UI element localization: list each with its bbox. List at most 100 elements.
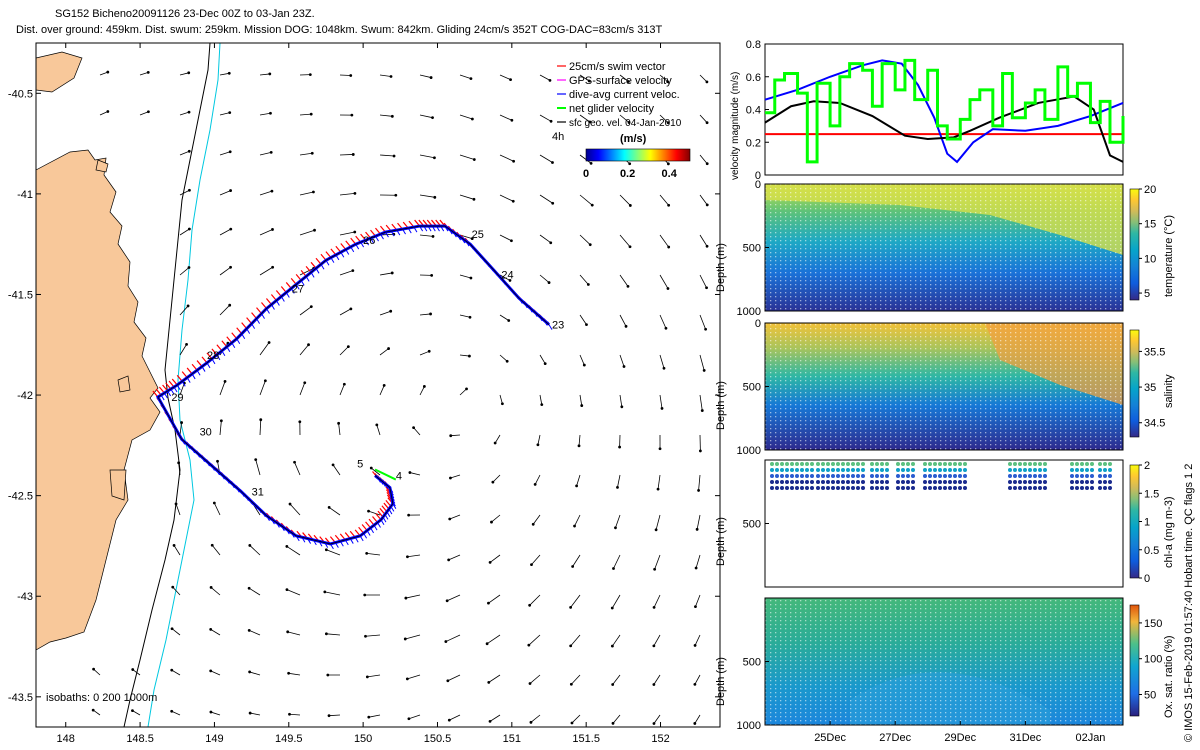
chla-sample [1033, 474, 1037, 478]
chla-sample [948, 480, 952, 484]
map-y-ticks: -40.5 -41 -41.5 -42 -42.5 -43 -43.5 [8, 88, 720, 704]
chla-sample [911, 474, 915, 478]
sfc-arrow [459, 154, 475, 160]
day-label: 30 [200, 426, 212, 438]
chla-sample [1103, 468, 1107, 472]
sfc-arrow-head [407, 717, 411, 721]
sfc-arrow-head [487, 601, 490, 605]
colorbar-tick-label: 35.5 [1144, 346, 1165, 358]
sfc-arrow-head [533, 482, 537, 486]
map-xtick-label: 149 [205, 733, 223, 745]
chla-sample [851, 474, 855, 478]
sfc-arrow-head [589, 161, 593, 165]
sfc-arrow-head [174, 502, 178, 506]
sfc-arrow-head [375, 423, 379, 427]
sfc-arrow-head [228, 150, 232, 154]
chla-sample [816, 486, 820, 490]
day-label: 31 [252, 487, 264, 499]
chla-sample [1080, 462, 1084, 466]
chla-sample [1043, 462, 1047, 466]
sfc-arrow [179, 228, 190, 236]
sfc-arrow-head [536, 443, 540, 447]
sfc-arrow [459, 114, 473, 120]
sfc-arrow [210, 587, 221, 596]
chla-sample [826, 462, 830, 466]
sfc-arrow-head [444, 640, 448, 643]
map-ytick-label: -43.5 [8, 692, 33, 704]
sfc-arrow [259, 73, 270, 76]
sfc-arrow [539, 154, 553, 163]
sfc-arrow [219, 228, 231, 236]
chla-sample [1080, 468, 1084, 472]
chla-sample [785, 474, 789, 478]
chla-sample [800, 474, 804, 478]
sfc-arrow-head [549, 119, 553, 123]
chla-sample [953, 486, 957, 490]
sfc-arrow [288, 672, 301, 676]
sfc-arrow [132, 710, 141, 716]
chla-sample [826, 486, 830, 490]
sfc-arrow [299, 113, 312, 116]
chla-sample [770, 474, 774, 478]
sfc-arrow [449, 714, 461, 721]
chla-sample [963, 468, 967, 472]
sfc-arrow [329, 714, 341, 717]
sfc-arrow [379, 74, 392, 77]
sfc-arrow [659, 394, 663, 409]
sfc-arrow [659, 74, 668, 83]
sfc-arrow [570, 594, 581, 608]
colorbar-tick-label: 20 [1144, 184, 1156, 196]
sfc-arrow-head [612, 567, 615, 570]
chla-sample [790, 474, 794, 478]
sfc-arrow-head [628, 162, 632, 166]
sfc-arrow-head [587, 79, 591, 83]
sfc-arrow-head [346, 345, 350, 348]
sfc-arrow [175, 503, 181, 516]
sfc-arrow-head [131, 709, 134, 712]
sfc-arrow [379, 114, 393, 117]
chla-sample [1108, 486, 1112, 490]
sfc-arrow-head [404, 596, 408, 600]
sfc-arrow-head [654, 528, 658, 532]
depth-tick-label: 500 [743, 382, 761, 394]
chla-sample [1085, 474, 1089, 478]
sfc-arrow [579, 74, 590, 82]
sfc-arrow-head [627, 121, 631, 124]
salinity-ylabel: Depth (m) [715, 381, 727, 430]
sfc-arrow-head [146, 110, 150, 114]
chla-sample [1070, 486, 1074, 490]
sfc-arrow-head [652, 644, 656, 648]
sfc-arrow [579, 314, 587, 325]
chla-sample [775, 480, 779, 484]
sfc-arrow-head [700, 409, 704, 412]
map-ytick-label: -41 [17, 189, 33, 201]
sfc-arrow [171, 669, 181, 676]
sfc-arrow [653, 674, 661, 685]
chla-sample [805, 480, 809, 484]
chla-sample [885, 468, 889, 472]
sfc-arrow [419, 194, 435, 198]
sfc-arrow-head [530, 563, 533, 566]
chla-sample [870, 480, 874, 484]
chla-sample [836, 468, 840, 472]
sfc-arrow [446, 594, 461, 602]
sfc-arrow [250, 712, 261, 716]
chla-sample [841, 462, 845, 466]
sfc-arrow [699, 74, 708, 83]
sfc-arrow-head [248, 544, 252, 547]
salinity-colorbar-label: salinity [1163, 374, 1175, 408]
sfc-arrow-head [656, 487, 660, 491]
chla-sample [810, 486, 814, 490]
chla-sample [963, 486, 967, 490]
chla-sample [861, 462, 865, 466]
chla-sample [1070, 480, 1074, 484]
chla-sample [1085, 462, 1089, 466]
sfc-arrow-head [367, 715, 371, 719]
chla-sample [1033, 486, 1037, 490]
sfc-arrow [539, 354, 546, 364]
chla-sample [816, 468, 820, 472]
chla-sample [1043, 468, 1047, 472]
sfc-arrow [259, 380, 266, 396]
chla-sample [805, 474, 809, 478]
sfc-arrow [499, 194, 514, 202]
